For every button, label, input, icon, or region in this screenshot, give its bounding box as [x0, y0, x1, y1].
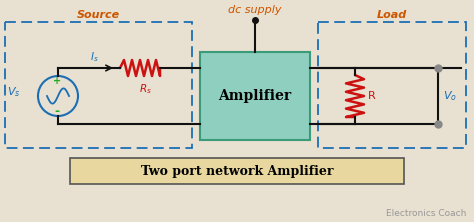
- Text: +: +: [53, 76, 61, 86]
- FancyBboxPatch shape: [200, 52, 310, 140]
- Text: -: -: [55, 105, 60, 117]
- Text: dc supply: dc supply: [228, 5, 282, 15]
- Text: Source: Source: [77, 10, 120, 20]
- Text: Load: Load: [377, 10, 407, 20]
- Text: Two port network Amplifier: Two port network Amplifier: [141, 165, 333, 178]
- Text: $V_s$: $V_s$: [7, 85, 20, 99]
- Text: Amplifier: Amplifier: [219, 89, 292, 103]
- Text: R: R: [368, 91, 376, 101]
- Text: $R_s$: $R_s$: [138, 82, 151, 96]
- Text: $V_o$: $V_o$: [443, 89, 457, 103]
- FancyBboxPatch shape: [70, 158, 404, 184]
- Text: $I_s$: $I_s$: [90, 50, 98, 64]
- Text: Electronics Coach: Electronics Coach: [386, 209, 466, 218]
